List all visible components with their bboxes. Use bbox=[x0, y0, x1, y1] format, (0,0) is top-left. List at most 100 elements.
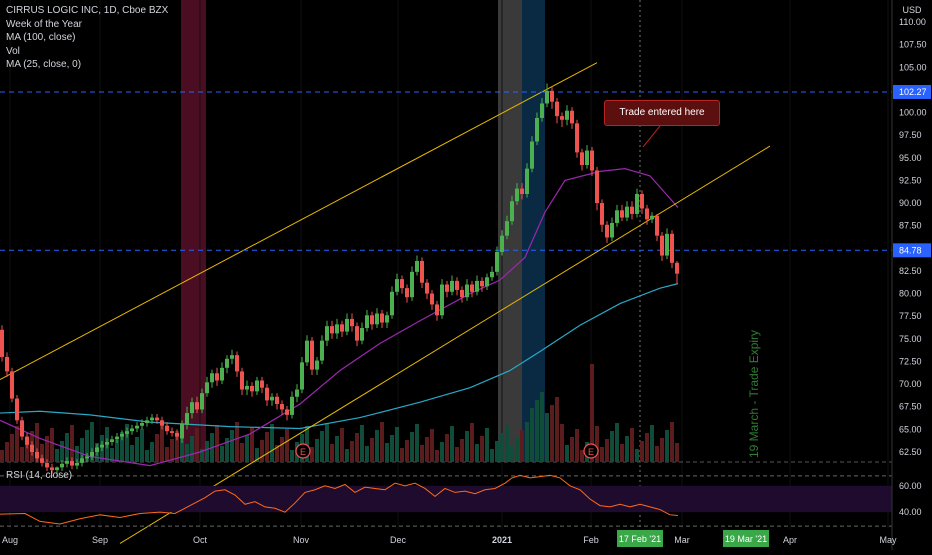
candle-body bbox=[100, 444, 104, 448]
x-tick-label: Dec bbox=[390, 535, 407, 545]
ma100-line bbox=[0, 283, 679, 430]
volume-bar bbox=[35, 423, 39, 462]
candle-body bbox=[25, 436, 29, 445]
candle-body bbox=[425, 282, 429, 294]
y-tick-label: 95.00 bbox=[899, 153, 922, 163]
volume-bar bbox=[465, 431, 469, 462]
candle-body bbox=[260, 380, 264, 388]
candle-body bbox=[145, 420, 149, 424]
volume-bar bbox=[490, 449, 494, 462]
candle-body bbox=[315, 360, 319, 370]
volume-bar bbox=[75, 446, 79, 462]
legend-vol[interactable]: Vol bbox=[6, 45, 20, 57]
expiry-vertical-text: 19 March - Trade Expiry bbox=[747, 330, 761, 458]
candle-body bbox=[610, 222, 614, 238]
candle-body bbox=[375, 313, 379, 325]
candle-body bbox=[255, 380, 259, 392]
candle-body bbox=[345, 318, 349, 332]
volume-bar bbox=[565, 445, 569, 462]
candle-body bbox=[435, 304, 439, 316]
rsi-tick-label: 40.00 bbox=[899, 507, 922, 517]
candle-body bbox=[650, 215, 654, 220]
volume-bar bbox=[195, 428, 199, 462]
candle-body bbox=[325, 326, 329, 341]
band-sep bbox=[181, 0, 206, 462]
trend-channel bbox=[0, 62, 771, 544]
volume-bar bbox=[145, 450, 149, 462]
y-tick-label: 65.00 bbox=[899, 424, 922, 434]
volume-bar bbox=[665, 430, 669, 462]
candle-body bbox=[130, 428, 134, 432]
candle-body bbox=[15, 398, 19, 421]
volume-bar bbox=[335, 436, 339, 462]
candle-body bbox=[620, 210, 624, 218]
legend-ma100[interactable]: MA (100, close) bbox=[6, 32, 76, 43]
volume-bar bbox=[570, 437, 574, 462]
candle-body bbox=[440, 284, 444, 316]
volume-bar bbox=[230, 430, 234, 462]
candle-body bbox=[400, 279, 404, 289]
volume-bar bbox=[410, 432, 414, 462]
candle-body bbox=[245, 385, 249, 390]
volume-bar bbox=[575, 429, 579, 462]
volume-bar bbox=[175, 431, 179, 462]
volume-bar bbox=[515, 438, 519, 462]
candle-body bbox=[140, 423, 144, 426]
candle-body bbox=[55, 467, 59, 471]
rsi-legend[interactable]: RSI (14, close) bbox=[6, 470, 73, 481]
candle-body bbox=[455, 280, 459, 290]
volume-bar bbox=[70, 425, 74, 462]
volume-bar bbox=[450, 426, 454, 462]
candle-body bbox=[280, 404, 284, 410]
legend-week-of-year[interactable]: Week of the Year bbox=[6, 18, 82, 30]
volume-bar bbox=[0, 450, 4, 462]
volume-bar bbox=[220, 446, 224, 462]
candle-body bbox=[135, 425, 139, 429]
volume-bar bbox=[560, 424, 564, 462]
candle-body bbox=[10, 371, 14, 399]
candle-body bbox=[565, 110, 569, 120]
volume-bar bbox=[315, 439, 319, 462]
candle-body bbox=[75, 462, 79, 466]
candle-body bbox=[510, 201, 514, 222]
volume-bar bbox=[65, 433, 69, 462]
volume-bar bbox=[625, 436, 629, 462]
volume-bar bbox=[110, 448, 114, 462]
volume-bar bbox=[660, 438, 664, 462]
volume-bar bbox=[40, 444, 44, 462]
volume-bar bbox=[250, 427, 254, 462]
candle-body bbox=[655, 215, 659, 236]
earnings-marker bbox=[295, 443, 311, 459]
channel-upper bbox=[0, 62, 598, 381]
candle-body bbox=[215, 373, 219, 381]
volume-bar bbox=[260, 440, 264, 462]
candle-body bbox=[360, 327, 364, 341]
volume-bar bbox=[330, 444, 334, 462]
candle-body bbox=[35, 452, 39, 459]
candle-body bbox=[265, 387, 269, 401]
volume-bar bbox=[505, 425, 509, 462]
volume-bar bbox=[305, 426, 309, 462]
legend-symbol[interactable]: CIRRUS LOGIC INC, 1D, Cboe BZX bbox=[6, 5, 169, 16]
volume-bar bbox=[345, 449, 349, 462]
candle-body bbox=[330, 326, 334, 334]
volume-bar bbox=[130, 445, 134, 462]
candle-body bbox=[445, 284, 449, 292]
volume-bar bbox=[615, 423, 619, 462]
candle-body bbox=[635, 194, 639, 214]
candle-body bbox=[270, 396, 274, 401]
volume-bar bbox=[650, 425, 654, 462]
candle-body bbox=[150, 417, 154, 421]
rsi-pane bbox=[0, 474, 892, 527]
candle-body bbox=[675, 262, 679, 274]
volume-bar bbox=[605, 439, 609, 462]
volume-bar bbox=[320, 431, 324, 462]
volume-bar bbox=[535, 400, 539, 462]
volume-bar bbox=[620, 444, 624, 462]
legend-ma25[interactable]: MA (25, close, 0) bbox=[6, 59, 82, 70]
volume-bar bbox=[125, 424, 129, 462]
trade-callout[interactable]: Trade entered here bbox=[604, 100, 720, 126]
